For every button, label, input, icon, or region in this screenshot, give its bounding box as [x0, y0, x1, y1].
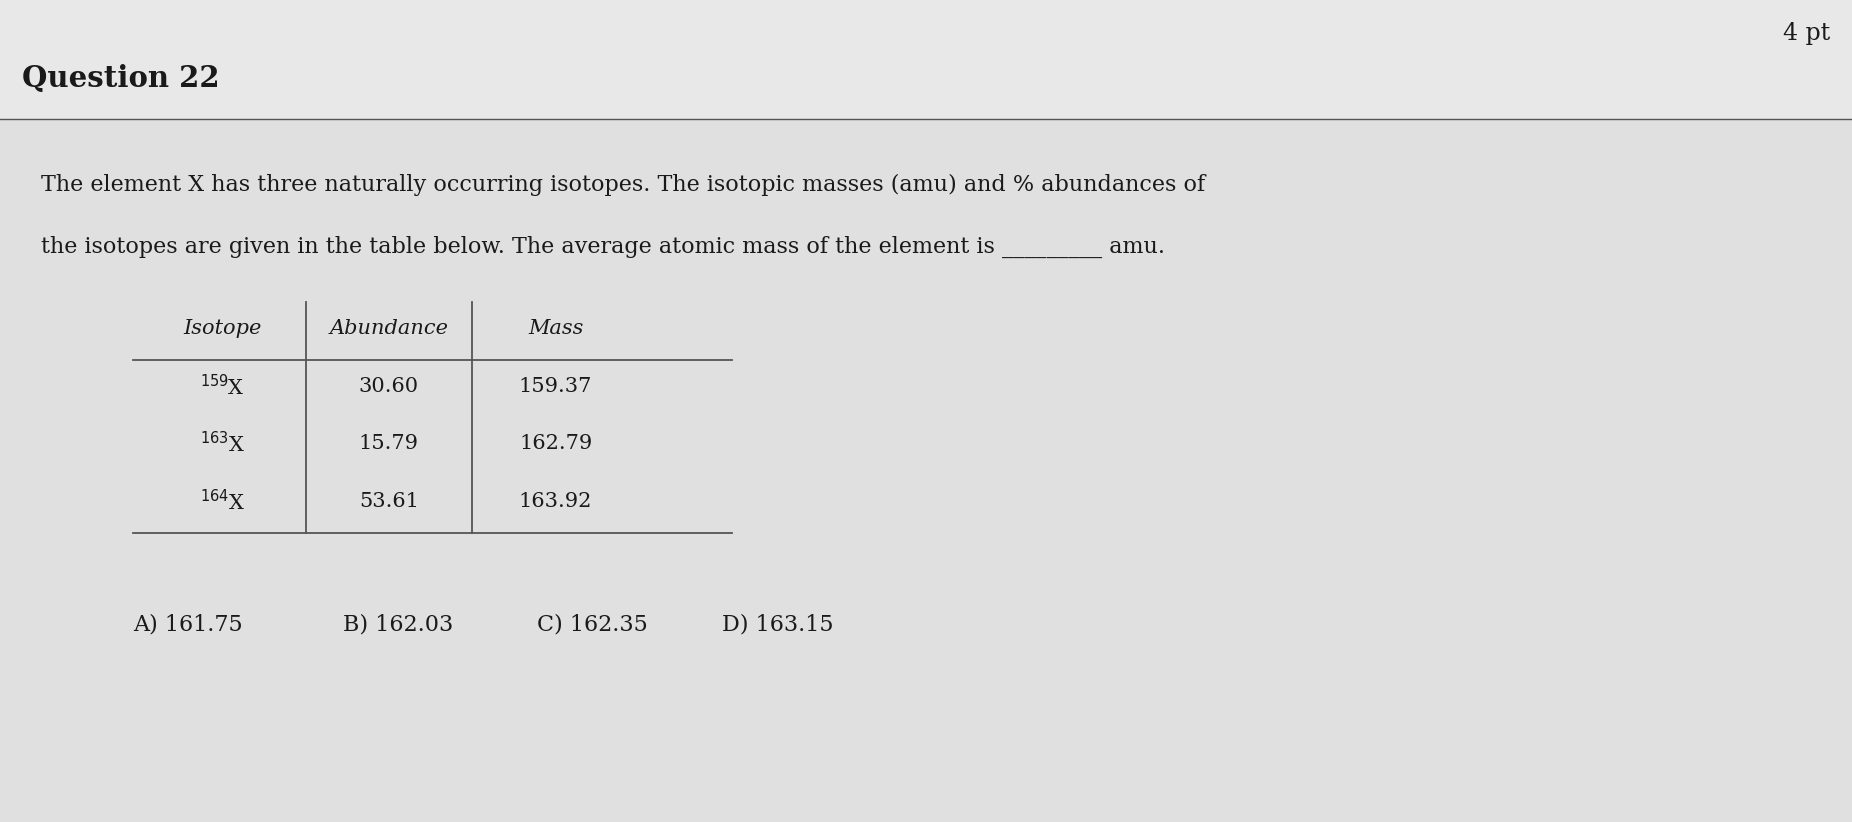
Text: D) 163.15: D) 163.15	[722, 614, 833, 635]
Text: $^{163}$X: $^{163}$X	[200, 432, 244, 456]
Text: the isotopes are given in the table below. The average atomic mass of the elemen: the isotopes are given in the table belo…	[41, 236, 1165, 257]
Text: $^{164}$X: $^{164}$X	[200, 489, 244, 514]
Text: C) 162.35: C) 162.35	[537, 614, 648, 635]
Text: 159.37: 159.37	[519, 376, 593, 396]
Text: 15.79: 15.79	[359, 434, 419, 454]
Text: 30.60: 30.60	[359, 376, 419, 396]
Text: 53.61: 53.61	[359, 492, 419, 511]
Text: 4 pt: 4 pt	[1782, 22, 1830, 45]
Text: Mass: Mass	[528, 319, 583, 339]
Text: 163.92: 163.92	[519, 492, 593, 511]
Bar	[0, 0, 1852, 119]
Text: B) 162.03: B) 162.03	[343, 614, 454, 635]
Text: The element X has three naturally occurring isotopes. The isotopic masses (amu) : The element X has three naturally occurr…	[41, 174, 1206, 196]
Text: Isotope: Isotope	[183, 319, 261, 339]
Text: 162.79: 162.79	[519, 434, 593, 454]
Text: $^{159}$X: $^{159}$X	[200, 374, 244, 399]
Text: Abundance: Abundance	[330, 319, 448, 339]
Text: Question 22: Question 22	[22, 63, 220, 93]
Text: A) 161.75: A) 161.75	[133, 614, 243, 635]
